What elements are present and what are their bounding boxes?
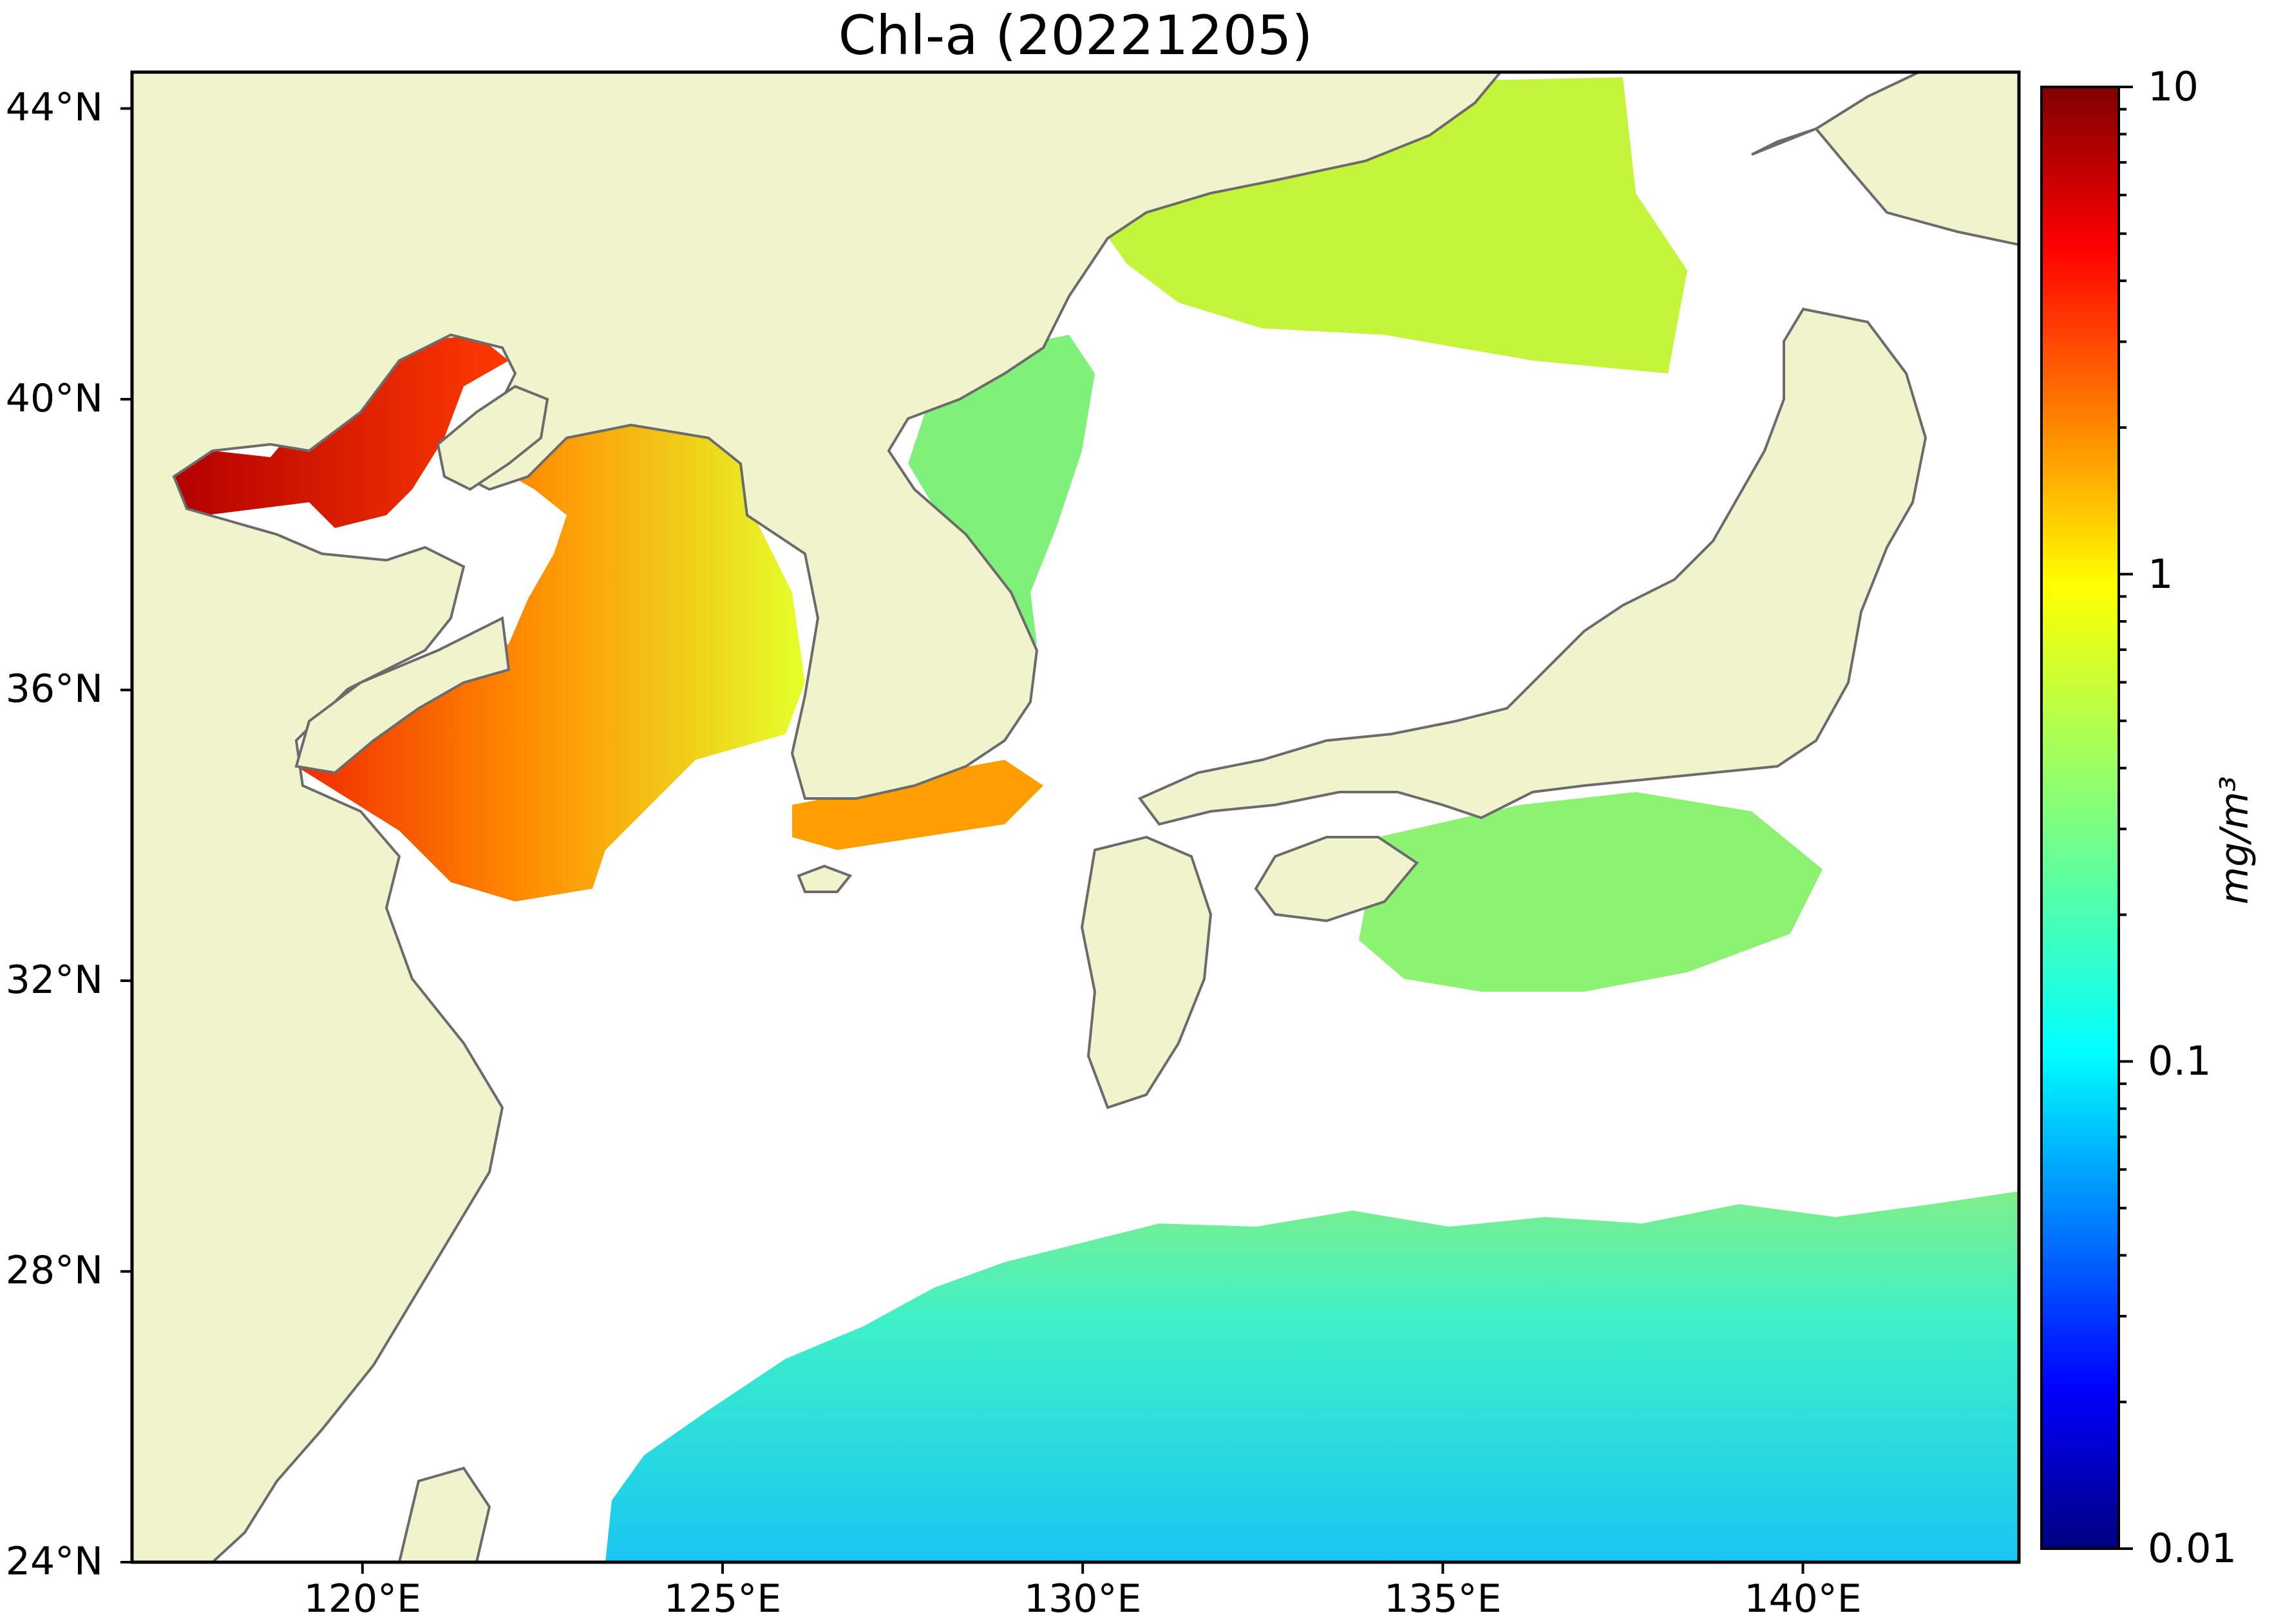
lon-tick-label: 120°E [303,1576,422,1621]
lon-tick-label: 135°E [1384,1576,1502,1621]
land-honshu [1137,307,1928,826]
latitude-ticks [120,107,132,1563]
lon-tick-label: 125°E [663,1576,782,1621]
colorbar-unit-label: mg/m³ [2212,776,2257,905]
chl-japan-sea [1095,77,1687,373]
lat-tick-label: 28°N [5,1248,103,1294]
lon-tick-label: 140°E [1744,1576,1862,1621]
colorbar-tick-label: 0.1 [2148,1037,2212,1085]
chl-yellow-sea [296,412,805,902]
chl-pacific-honshu [1359,792,1823,992]
land-kyushu [1080,835,1213,1109]
land-shikoku [1254,836,1419,923]
chl-korea-east-coast [908,335,1095,657]
map-title: Chl-a (20221205) [838,4,1313,67]
land-taiwan [397,1466,491,1562]
lon-tick-label: 130°E [1023,1576,1142,1621]
colorbar-ticks [2119,86,2133,1550]
colorbar [2040,86,2120,1550]
lat-tick-label: 32°N [5,957,103,1003]
colorbar-tick-label: 10 [2148,63,2199,110]
chl-bohai-sea [174,335,509,528]
lat-tick-label: 40°N [5,375,103,421]
lat-tick-label: 24°N [5,1539,103,1584]
chl-south-pacific [605,1191,2019,1562]
map-frame [130,70,2021,1564]
land-shandong [294,616,511,775]
colorbar-tick-label: 0.01 [2148,1525,2237,1572]
colorbar-tick-label: 1 [2148,550,2174,598]
land-hokkaido [1751,72,2019,247]
land-liaodong [436,384,549,491]
lat-tick-label: 36°N [5,666,103,712]
longitude-ticks [361,1562,1805,1574]
chl-korea-south-coast [792,760,1043,850]
lat-tick-label: 44°N [5,85,103,131]
land-jeju [797,864,853,893]
